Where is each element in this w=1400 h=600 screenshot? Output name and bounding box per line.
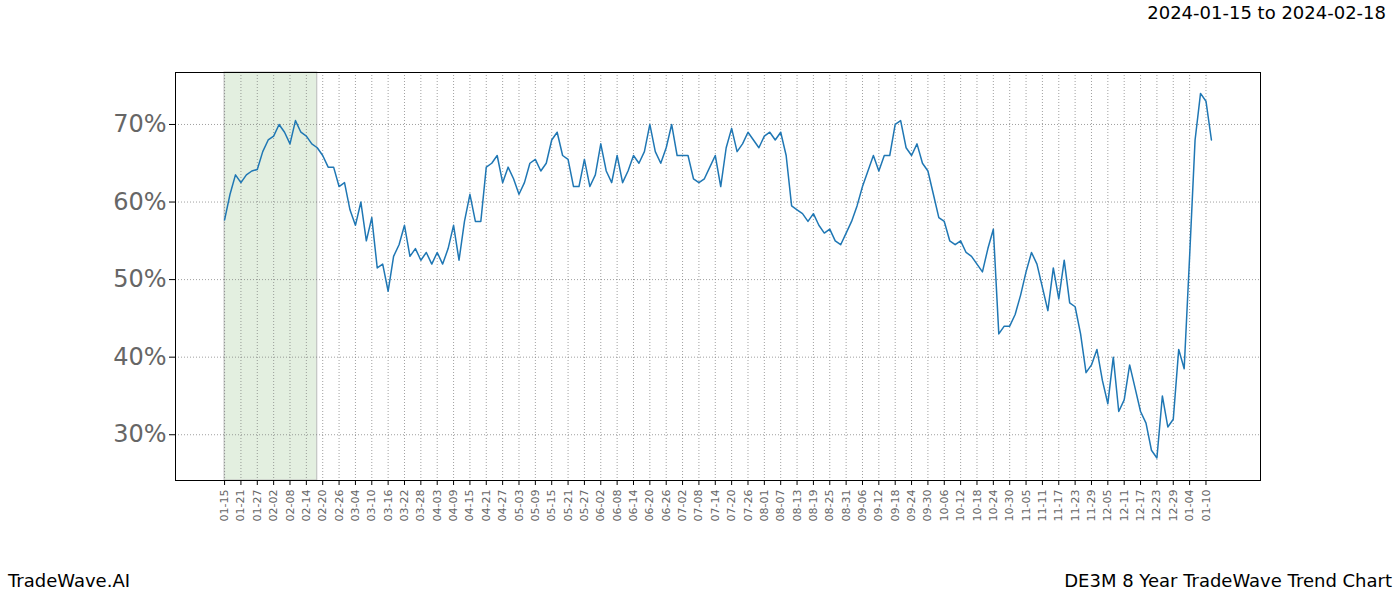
svg-text:12-23: 12-23 — [1150, 490, 1163, 522]
svg-text:08-07: 08-07 — [774, 490, 787, 522]
svg-text:11-11: 11-11 — [1036, 490, 1049, 522]
svg-text:06-02: 06-02 — [594, 490, 607, 522]
svg-text:03-28: 03-28 — [414, 490, 427, 522]
svg-text:02-14: 02-14 — [300, 490, 313, 522]
svg-text:60%: 60% — [113, 188, 166, 216]
svg-text:02-20: 02-20 — [316, 490, 329, 522]
html-text:DE3M 8 Year TradeWave Trend Ch: DE3M 8 Year TradeWave Trend Chart — [1064, 569, 1392, 591]
svg-text:07-14: 07-14 — [709, 490, 722, 522]
svg-text:05-27: 05-27 — [578, 490, 591, 522]
svg-text:07-26: 07-26 — [742, 490, 755, 522]
svg-text:09-18: 09-18 — [889, 490, 902, 522]
svg-text:11-23: 11-23 — [1069, 490, 1082, 522]
svg-text:02-02: 02-02 — [267, 490, 280, 522]
svg-text:07-02: 07-02 — [676, 490, 689, 522]
svg-text:04-09: 04-09 — [447, 490, 460, 522]
svg-text:06-20: 06-20 — [643, 490, 656, 522]
svg-text:01-27: 01-27 — [251, 490, 264, 522]
svg-text:04-15: 04-15 — [463, 490, 476, 522]
svg-text:09-06: 09-06 — [856, 490, 869, 522]
svg-text:01-04: 01-04 — [1183, 490, 1196, 522]
html-text:TradeWave.AI: TradeWave.AI — [8, 569, 130, 591]
svg-text:30%: 30% — [113, 420, 166, 448]
svg-text:02-26: 02-26 — [333, 490, 346, 522]
html-text:2024-01-15 to 2024-02-18: 2024-01-15 to 2024-02-18 — [1147, 2, 1386, 23]
svg-text:04-27: 04-27 — [496, 490, 509, 522]
svg-text:06-08: 06-08 — [611, 490, 624, 522]
svg-text:70%: 70% — [113, 110, 166, 138]
svg-text:07-20: 07-20 — [725, 490, 738, 522]
svg-text:01-15: 01-15 — [218, 490, 231, 522]
svg-text:11-05: 11-05 — [1020, 490, 1033, 522]
svg-text:12-17: 12-17 — [1134, 490, 1147, 522]
svg-text:12-05: 12-05 — [1101, 490, 1114, 522]
svg-text:12-29: 12-29 — [1167, 490, 1180, 522]
svg-text:03-10: 03-10 — [365, 490, 378, 522]
svg-text:40%: 40% — [113, 343, 166, 371]
svg-text:03-16: 03-16 — [382, 490, 395, 522]
svg-text:07-08: 07-08 — [692, 490, 705, 522]
svg-text:08-25: 08-25 — [823, 490, 836, 522]
svg-text:06-14: 06-14 — [627, 490, 640, 522]
svg-text:10-24: 10-24 — [987, 490, 1000, 522]
svg-text:02-08: 02-08 — [284, 490, 297, 522]
svg-text:05-21: 05-21 — [562, 490, 575, 522]
svg-text:10-30: 10-30 — [1003, 490, 1016, 522]
svg-text:08-01: 08-01 — [758, 490, 771, 522]
svg-text:10-12: 10-12 — [954, 490, 967, 522]
svg-text:06-26: 06-26 — [660, 490, 673, 522]
svg-text:08-31: 08-31 — [840, 490, 853, 522]
svg-text:09-12: 09-12 — [872, 490, 885, 522]
svg-text:03-22: 03-22 — [398, 490, 411, 522]
svg-text:04-03: 04-03 — [431, 490, 444, 522]
svg-text:50%: 50% — [113, 265, 166, 293]
svg-text:04-21: 04-21 — [480, 490, 493, 522]
svg-text:01-21: 01-21 — [234, 490, 247, 522]
svg-text:05-03: 05-03 — [513, 490, 526, 522]
svg-text:08-19: 08-19 — [807, 490, 820, 522]
svg-text:05-09: 05-09 — [529, 490, 542, 522]
svg-text:09-24: 09-24 — [905, 490, 918, 522]
svg-text:10-06: 10-06 — [938, 490, 951, 522]
svg-text:08-13: 08-13 — [791, 490, 804, 522]
svg-text:01-10: 01-10 — [1199, 490, 1212, 522]
svg-text:10-18: 10-18 — [971, 490, 984, 522]
svg-text:11-17: 11-17 — [1052, 490, 1065, 522]
svg-text:12-11: 12-11 — [1118, 490, 1131, 522]
svg-text:11-29: 11-29 — [1085, 490, 1098, 522]
svg-text:05-15: 05-15 — [545, 490, 558, 522]
svg-text:03-04: 03-04 — [349, 490, 362, 522]
svg-text:09-30: 09-30 — [921, 490, 934, 522]
